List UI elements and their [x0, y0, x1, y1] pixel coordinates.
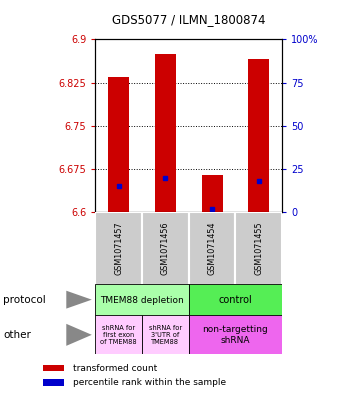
Bar	[236, 212, 282, 285]
Bar	[43, 379, 64, 386]
Polygon shape	[66, 291, 92, 309]
Bar	[142, 212, 189, 285]
Text: percentile rank within the sample: percentile rank within the sample	[73, 378, 226, 387]
Text: GSM1071456: GSM1071456	[161, 222, 170, 275]
Text: non-targetting
shRNA: non-targetting shRNA	[203, 325, 268, 345]
Text: GSM1071455: GSM1071455	[254, 222, 263, 275]
Bar	[108, 77, 129, 212]
Bar	[142, 315, 189, 354]
Text: control: control	[219, 295, 252, 305]
Text: transformed count: transformed count	[73, 364, 157, 373]
Bar	[43, 365, 64, 371]
Text: GDS5077 / ILMN_1800874: GDS5077 / ILMN_1800874	[112, 13, 266, 26]
Bar	[95, 212, 142, 285]
Bar	[189, 315, 282, 354]
Bar	[248, 59, 269, 212]
Polygon shape	[66, 324, 92, 346]
Bar	[95, 315, 142, 354]
Text: shRNA for
3'UTR of
TMEM88: shRNA for 3'UTR of TMEM88	[149, 325, 182, 345]
Text: other: other	[3, 330, 31, 340]
Bar	[95, 284, 189, 316]
Text: shRNA for
first exon
of TMEM88: shRNA for first exon of TMEM88	[100, 325, 137, 345]
Bar	[155, 54, 176, 212]
Bar	[189, 284, 282, 316]
Text: protocol: protocol	[3, 295, 46, 305]
Bar	[202, 175, 223, 212]
Bar	[189, 212, 236, 285]
Text: GSM1071457: GSM1071457	[114, 222, 123, 275]
Text: TMEM88 depletion: TMEM88 depletion	[100, 296, 184, 305]
Text: GSM1071454: GSM1071454	[208, 222, 217, 275]
